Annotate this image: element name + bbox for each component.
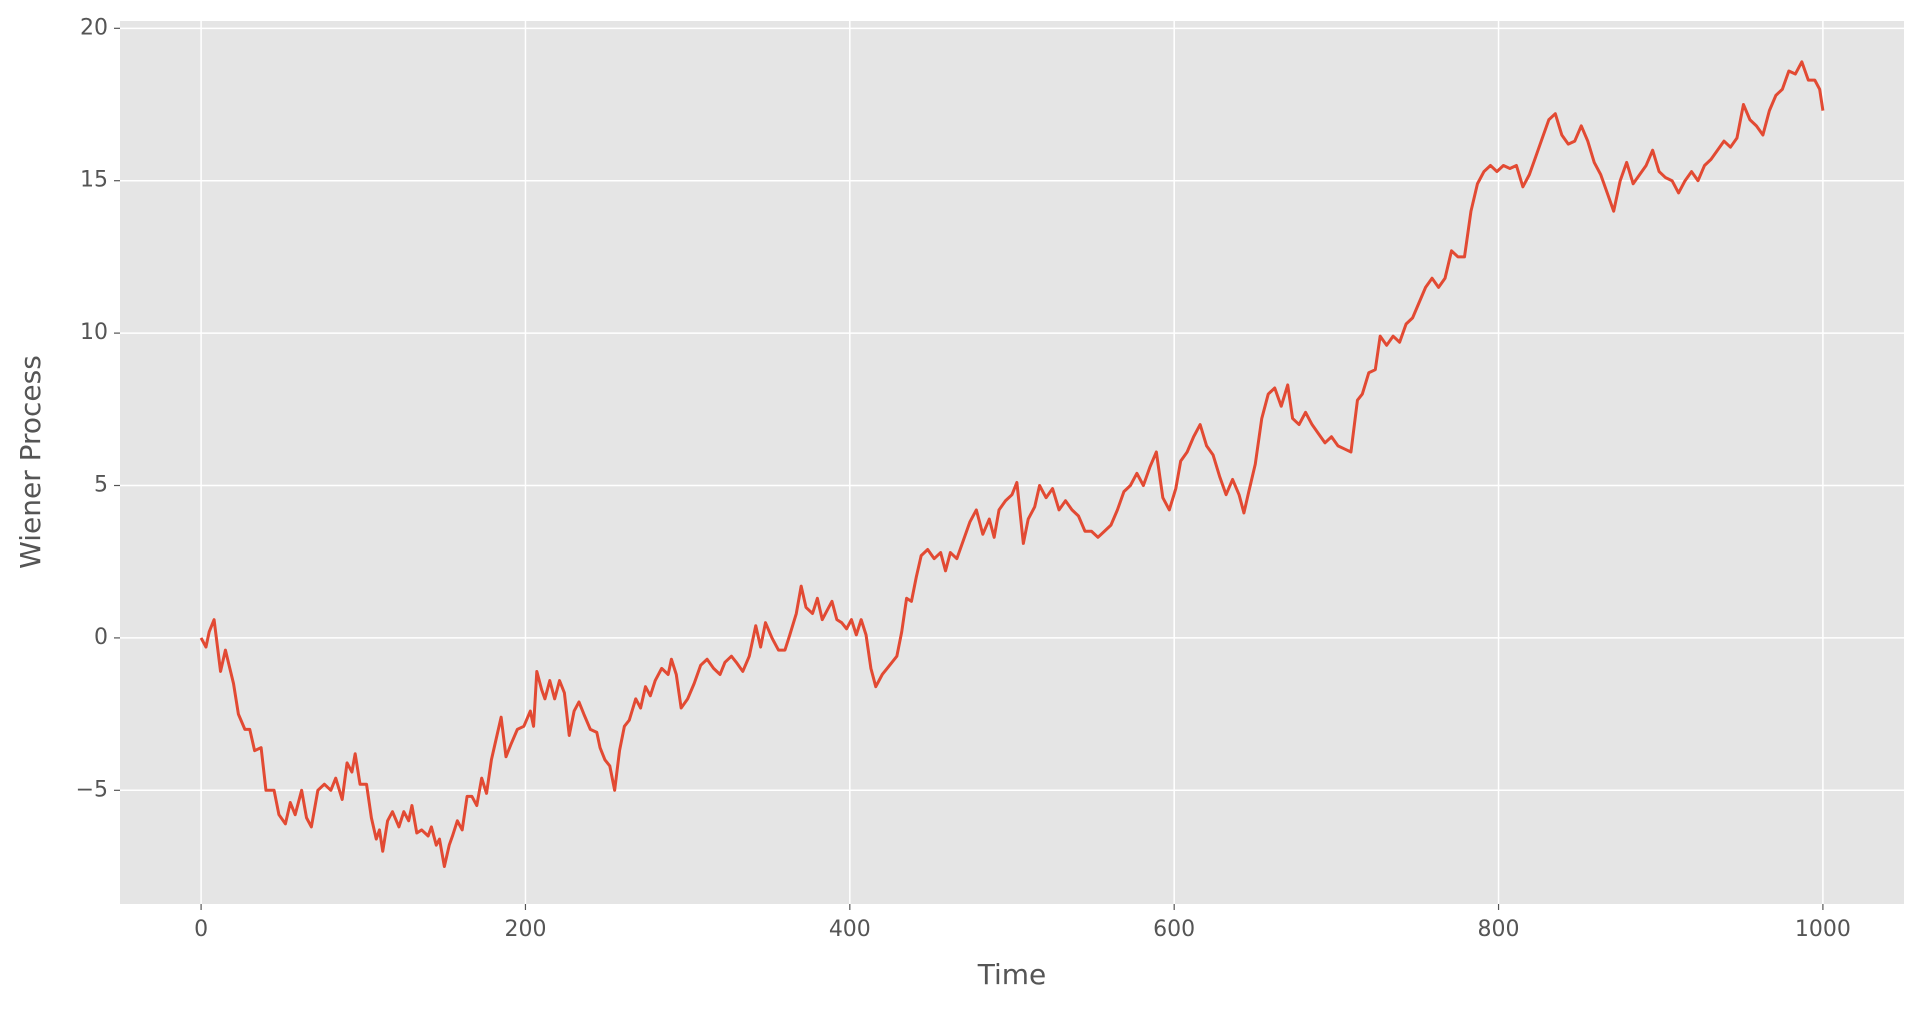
x-tick-label: 1000 [1795, 917, 1851, 942]
y-tick-label: 5 [94, 473, 108, 498]
data-line [199, 60, 1825, 869]
y-tick-label: 15 [80, 168, 108, 193]
y-tick-label: 10 [80, 320, 108, 345]
x-tick-label: 0 [194, 917, 208, 942]
y-tick-label: 0 [94, 625, 108, 650]
x-tick-label: 200 [504, 917, 546, 942]
x-tick-label: 600 [1153, 917, 1195, 942]
plot-area [120, 21, 1904, 904]
x-tick-label: 400 [829, 917, 871, 942]
y-axis-label: Wiener Process [14, 355, 47, 569]
y-tick-label: −5 [76, 777, 108, 802]
y-tick-label: 20 [80, 15, 108, 40]
x-tick-label: 800 [1478, 917, 1520, 942]
x-axis-label: Time [977, 958, 1047, 991]
